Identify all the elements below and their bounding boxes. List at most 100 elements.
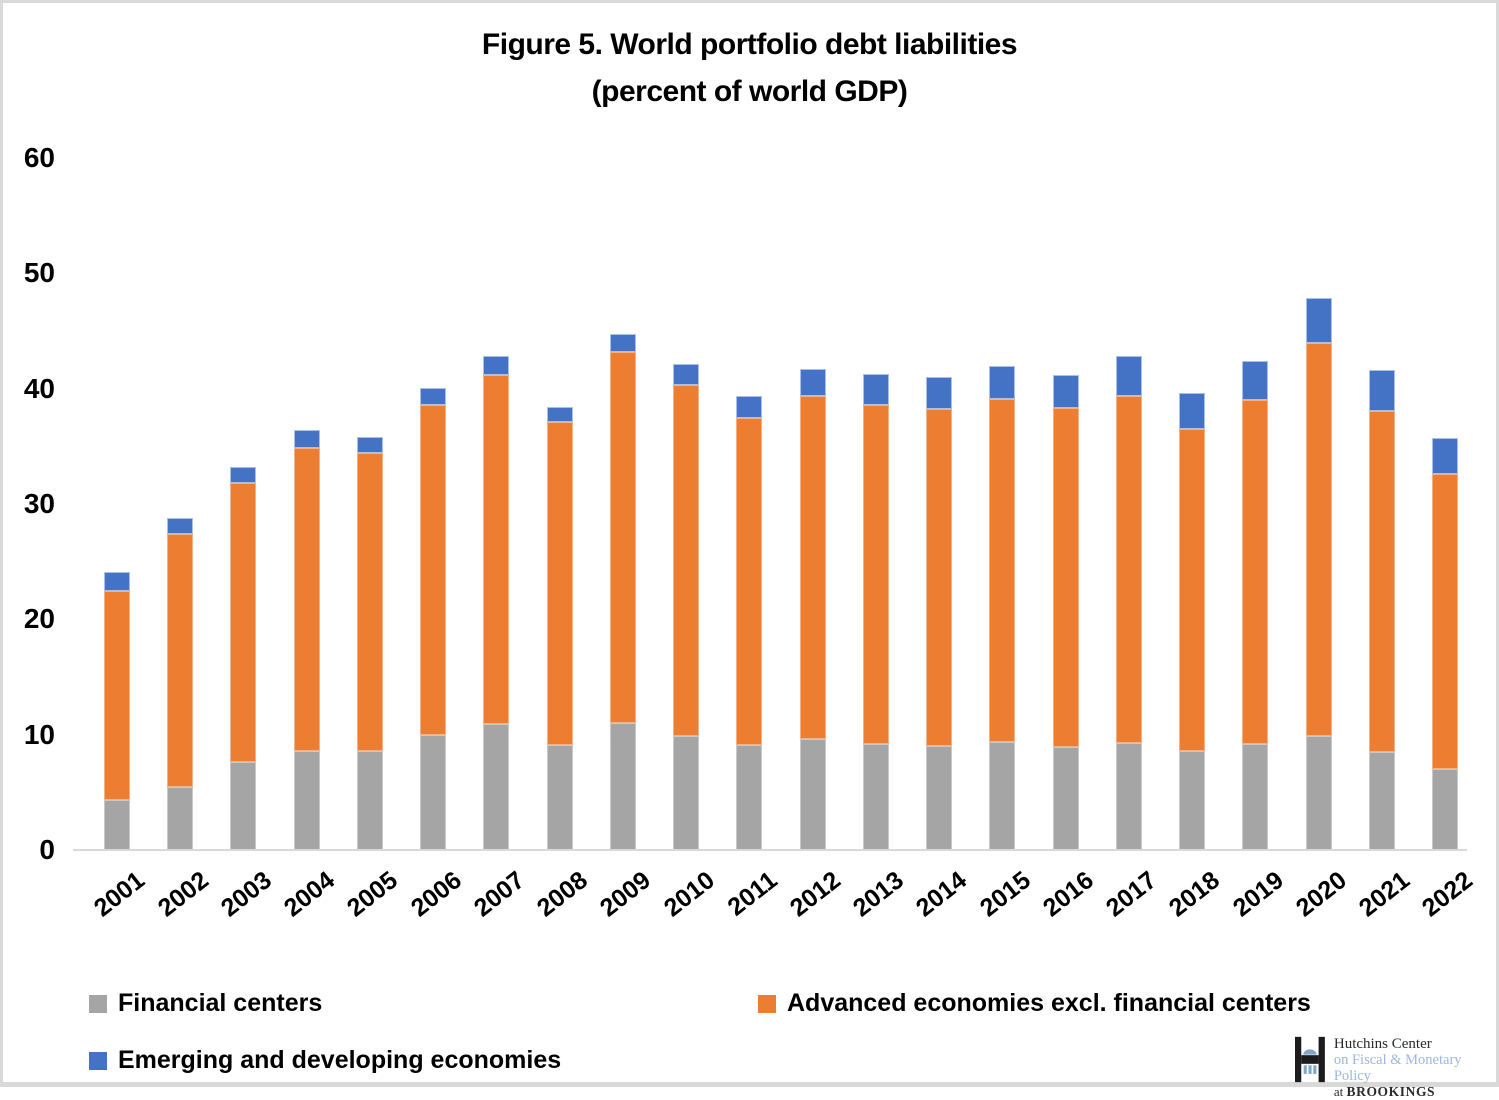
bar-segment — [1368, 751, 1395, 850]
bar-segment — [483, 724, 510, 850]
bar-segment — [483, 356, 510, 375]
x-tick-label: 2010 — [658, 866, 720, 923]
y-tick-label: 0 — [39, 834, 55, 865]
bar-segment — [1242, 400, 1269, 744]
bar-segment — [862, 373, 889, 405]
bar-segment — [609, 351, 636, 724]
bar-segment — [609, 334, 636, 352]
bar-segment — [1242, 361, 1269, 401]
bar-segment — [230, 483, 257, 763]
bar-segment — [1242, 743, 1269, 850]
bar-segment — [1052, 747, 1079, 850]
bar-segment — [356, 750, 383, 850]
bar-segment — [1179, 750, 1206, 850]
legend-item-advanced-economies: Advanced economies excl. financial cente… — [758, 989, 1311, 1018]
bar-segment — [989, 365, 1016, 400]
y-tick-label: 30 — [23, 488, 55, 519]
x-tick-label: 2018 — [1164, 866, 1226, 923]
bar-segment — [1052, 374, 1079, 409]
x-axis-line — [73, 849, 1467, 851]
bar-segment — [1052, 408, 1079, 748]
logo-line-fiscal-monetary: on Fiscal & Monetary Policy — [1333, 1052, 1462, 1084]
bar-segment — [104, 590, 130, 801]
bar-segment — [1115, 742, 1142, 850]
bar-segment — [1115, 356, 1142, 396]
bar-segment — [293, 430, 320, 448]
x-tick-label: 2003 — [215, 866, 277, 923]
legend-label-advanced-economies: Advanced economies excl. financial cente… — [787, 989, 1311, 1017]
bar-segment — [673, 385, 700, 736]
x-tick-label: 2022 — [1417, 866, 1479, 923]
x-axis-labels: 2001 2002 2003 2004 2005 2006 2007 2008 2009 2010… — [81, 850, 1478, 970]
bar-segment — [673, 735, 700, 850]
bar-segment — [989, 399, 1016, 742]
bar-segment — [546, 422, 573, 746]
x-tick-label: 2002 — [152, 866, 214, 923]
chart-title: Figure 5. World portfolio debt liabiliti… — [3, 21, 1496, 115]
plot-area — [81, 158, 1465, 850]
y-tick-label: 10 — [23, 718, 55, 750]
bar-segment — [1431, 474, 1458, 770]
x-tick-label: 2009 — [595, 866, 657, 923]
bar-segment — [293, 750, 320, 850]
bar-segment — [799, 369, 826, 396]
x-tick-label: 2020 — [1290, 866, 1352, 923]
bar-segment — [609, 723, 636, 850]
bar-segment — [1179, 393, 1206, 430]
x-tick-label: 2011 — [722, 866, 783, 922]
bar-segment — [799, 739, 826, 850]
chart-title-line1: Figure 5. World portfolio debt liabiliti… — [481, 28, 1018, 61]
logo-text: Hutchins Center on Fiscal & Monetary Pol… — [1334, 1036, 1496, 1100]
legend-swatch-emerging-economies — [89, 1051, 107, 1070]
legend-swatch-financial-centers — [89, 994, 107, 1013]
x-tick-label: 2007 — [468, 866, 530, 923]
bar-segment — [420, 404, 447, 735]
legend-swatch-advanced-economies — [758, 994, 776, 1013]
logo-line-hutchins-center: Hutchins Center — [1333, 1036, 1432, 1052]
x-tick-label: 2016 — [1037, 866, 1099, 923]
x-tick-label: 2001 — [89, 866, 151, 923]
legend-label-emerging-economies: Emerging and developing economies — [118, 1046, 562, 1074]
bar-segment — [167, 517, 194, 534]
bar-segment — [1431, 438, 1458, 475]
bar-segment — [862, 743, 889, 850]
x-tick-label: 2012 — [784, 866, 846, 923]
bar-segment — [1368, 410, 1395, 752]
x-tick-label: 2004 — [278, 866, 340, 923]
bar-segment — [736, 395, 763, 418]
bar-segment — [1115, 395, 1142, 743]
bar-segment — [356, 453, 383, 751]
bar-segment — [420, 387, 447, 405]
x-tick-label: 2008 — [531, 866, 593, 923]
bar-segment — [167, 534, 194, 787]
bar-segment — [862, 404, 889, 744]
y-tick-label: 40 — [23, 372, 55, 404]
bar-segment — [356, 437, 383, 454]
y-axis: 0 10 20 30 40 50 60 — [3, 142, 55, 865]
bar-segment — [167, 786, 194, 850]
x-tick-label: 2019 — [1227, 866, 1289, 923]
y-tick-label: 60 — [23, 142, 55, 173]
bar-segment — [546, 407, 573, 423]
legend-item-financial-centers: Financial centers — [89, 989, 322, 1018]
bar-segment — [1305, 342, 1332, 736]
x-tick-label: 2015 — [974, 866, 1036, 923]
bar-segment — [1305, 297, 1332, 343]
x-tick-label: 2017 — [1100, 866, 1163, 923]
hutchins-brookings-logo: Hutchins Center on Fiscal & Monetary Pol… — [1295, 1036, 1496, 1100]
bar-segment — [546, 745, 573, 850]
bar-segment — [104, 572, 130, 591]
bar-segment — [1305, 735, 1332, 850]
bar-segment — [926, 377, 953, 410]
legend-item-emerging-economies: Emerging and developing economies — [89, 1046, 561, 1075]
bar-segment — [1368, 370, 1395, 411]
x-tick-label: 2005 — [342, 866, 404, 923]
bar-segment — [1179, 429, 1206, 751]
bar-segment — [736, 417, 763, 746]
legend-label-financial-centers: Financial centers — [118, 989, 323, 1017]
x-tick-label: 2006 — [405, 866, 467, 923]
bar-segment — [926, 746, 953, 850]
y-tick-label: 50 — [23, 257, 55, 289]
bar-segment — [673, 364, 700, 386]
